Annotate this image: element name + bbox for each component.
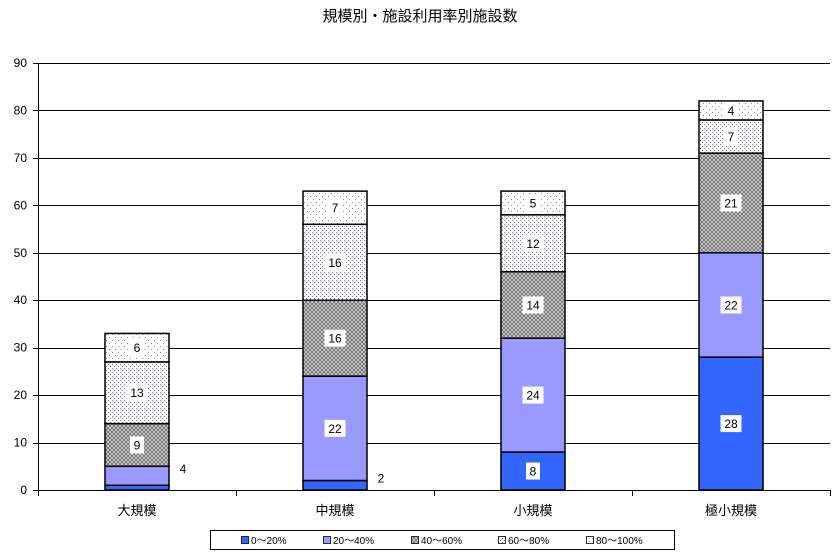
- legend-label: 60～80%: [508, 536, 549, 547]
- data-label-box: [126, 384, 148, 402]
- y-tick-label: 90: [14, 56, 28, 70]
- legend-marker: [498, 536, 506, 544]
- data-label-box: [526, 462, 540, 480]
- data-label: 2: [378, 471, 385, 485]
- data-label: 21: [724, 196, 738, 210]
- bar-segment: [302, 479, 368, 491]
- data-label: 4: [728, 104, 735, 118]
- y-tick-label: 60: [14, 198, 28, 212]
- axes: [38, 63, 831, 496]
- data-label-box: [324, 253, 346, 271]
- bar-segment: [104, 465, 170, 487]
- legend-marker: [411, 536, 419, 544]
- data-label-box: [130, 339, 144, 357]
- legend-item: 40～60%: [411, 536, 462, 547]
- data-label: 8: [530, 465, 537, 479]
- data-label-box: [720, 296, 742, 314]
- data-label: 4: [180, 462, 187, 476]
- category-label: 極小規模: [705, 503, 757, 518]
- data-label-box: [324, 329, 346, 347]
- data-label-box: [526, 194, 540, 212]
- y-tick-label: 30: [14, 341, 28, 355]
- bars: [104, 100, 764, 491]
- legend-label: 20～40%: [333, 536, 374, 547]
- data-label-box: [130, 436, 144, 454]
- legend-marker: [241, 536, 249, 544]
- y-tick-label: 80: [14, 103, 28, 117]
- category-label: 小規模: [513, 503, 552, 518]
- legend-marker: [586, 536, 594, 544]
- data-label-box: [720, 194, 742, 212]
- data-label-box: [522, 386, 544, 404]
- data-label-box: [720, 415, 742, 433]
- data-label: 28: [724, 417, 738, 431]
- y-axis-tick-labels: 0 10 20 30 40 50 60 70 80 90: [14, 56, 28, 497]
- y-tick-label: 10: [14, 436, 28, 450]
- data-label: 12: [526, 237, 540, 251]
- data-label-box: [522, 234, 544, 252]
- legend-item: 60～80%: [498, 536, 549, 547]
- y-tick-label: 40: [14, 293, 28, 307]
- legend-label: 40～60%: [421, 536, 462, 547]
- y-tick-label: 70: [14, 151, 28, 165]
- legend-item: 0～20%: [241, 536, 287, 547]
- legend-label: 0～20%: [251, 536, 287, 547]
- legend: 0～20% 20～40% 40～60% 60～80% 80～100%: [210, 530, 675, 550]
- category-label: 大規模: [117, 503, 156, 518]
- data-label-box: [724, 128, 738, 146]
- data-label-box: [324, 419, 346, 437]
- data-label-box: [328, 199, 342, 217]
- data-label: 5: [530, 196, 537, 210]
- y-tick-label: 20: [14, 388, 28, 402]
- category-label: 中規模: [315, 503, 354, 518]
- data-label-box: [724, 101, 738, 119]
- x-axis-category-labels: 大規模 中規模 小規模 極小規模: [117, 503, 757, 518]
- data-label: 14: [526, 298, 540, 312]
- data-label: 16: [328, 332, 342, 346]
- data-label: 16: [328, 256, 342, 270]
- data-label: 13: [130, 386, 144, 400]
- data-label-box: [522, 296, 544, 314]
- legend-item: 80～100%: [586, 536, 643, 547]
- data-label: 7: [332, 201, 339, 215]
- y-tick-label: 50: [14, 246, 28, 260]
- legend-marker: [323, 536, 331, 544]
- legend-item: 20～40%: [323, 536, 374, 547]
- data-label: 24: [526, 389, 540, 403]
- data-label: 22: [328, 422, 342, 436]
- legend-label: 80～100%: [596, 536, 643, 547]
- data-label: 22: [724, 298, 738, 312]
- chart-title: 規模別・施設利用率別施設数: [322, 8, 517, 25]
- legend-box: [210, 530, 675, 550]
- data-label: 7: [728, 130, 735, 144]
- y-tick-label: 0: [20, 483, 27, 497]
- bar-stack: [104, 332, 170, 491]
- data-label: 9: [134, 438, 141, 452]
- bar-segment: [698, 152, 764, 254]
- data-label: 6: [134, 341, 141, 355]
